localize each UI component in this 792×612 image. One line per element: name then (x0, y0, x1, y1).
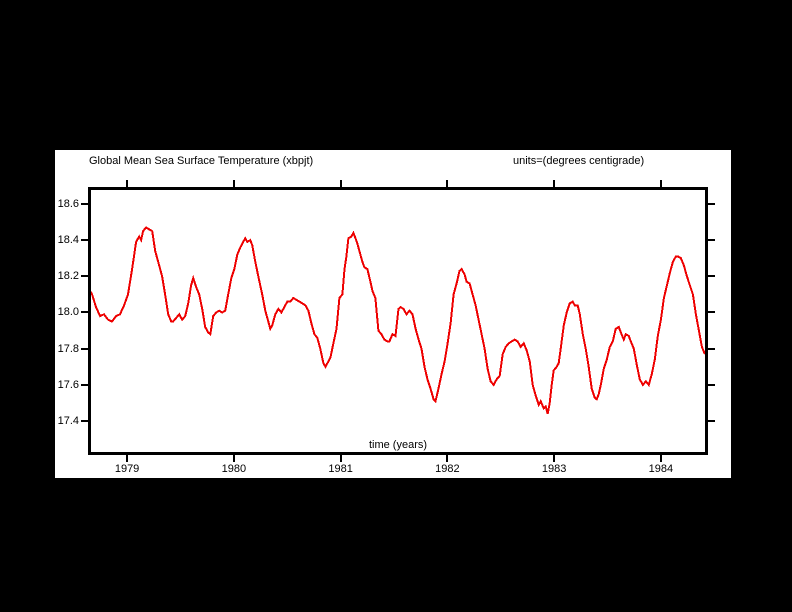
x-tick-label: 1984 (648, 463, 674, 475)
x-tick-label: 1979 (114, 463, 140, 475)
sst-series-line (91, 226, 705, 415)
y-tick-label: 18.6 (57, 197, 79, 210)
y-axis-tick-right (708, 275, 715, 278)
y-axis-tick-left (81, 383, 88, 386)
x-axis-tick-top (446, 180, 449, 187)
y-axis-tick-left (81, 420, 88, 423)
x-axis-tick-bottom (126, 455, 129, 462)
figure-canvas: Global Mean Sea Surface Temperature (xbp… (55, 150, 731, 478)
x-axis-tick-bottom (232, 455, 235, 462)
y-axis-tick-right (708, 311, 715, 314)
y-tick-label: 18.0 (57, 306, 79, 319)
units-label: units=(degrees centigrade) (513, 155, 645, 167)
x-axis-tick-bottom (659, 455, 662, 462)
y-axis-tick-right (708, 383, 715, 386)
plot-area: time (years) (88, 187, 708, 455)
x-tick-label: 1981 (328, 463, 353, 475)
y-tick-label: 18.4 (57, 234, 79, 247)
x-tick-label: 1982 (435, 463, 460, 475)
chart-title: Global Mean Sea Surface Temperature (xbp… (89, 155, 314, 167)
x-axis-tick-top (126, 180, 129, 187)
x-axis-tick-top (232, 180, 235, 187)
y-axis-tick-right (708, 420, 715, 423)
y-tick-label: 17.8 (57, 342, 79, 355)
x-axis-tick-bottom (339, 455, 342, 462)
x-tick-label: 1980 (221, 463, 247, 475)
x-axis-tick-top (659, 180, 662, 187)
x-axis-tick-bottom (446, 455, 449, 462)
y-tick-label: 17.6 (57, 378, 79, 391)
y-axis-tick-left (81, 202, 88, 205)
x-axis-tick-top (339, 180, 342, 187)
x-tick-label: 1983 (541, 463, 567, 475)
y-axis-tick-left (81, 311, 88, 314)
x-axis-tick-bottom (553, 455, 556, 462)
y-axis-tick-left (81, 239, 88, 242)
y-axis-tick-right (708, 347, 715, 350)
temperature-line-chart (91, 226, 705, 415)
y-axis-tick-right (708, 202, 715, 205)
y-axis-tick-right (708, 239, 715, 242)
y-axis-tick-left (81, 347, 88, 350)
y-tick-label: 18.2 (57, 270, 79, 283)
x-axis-title: time (years) (368, 439, 428, 451)
y-axis-tick-left (81, 275, 88, 278)
y-tick-label: 17.4 (57, 415, 79, 428)
x-axis-tick-top (553, 180, 556, 187)
